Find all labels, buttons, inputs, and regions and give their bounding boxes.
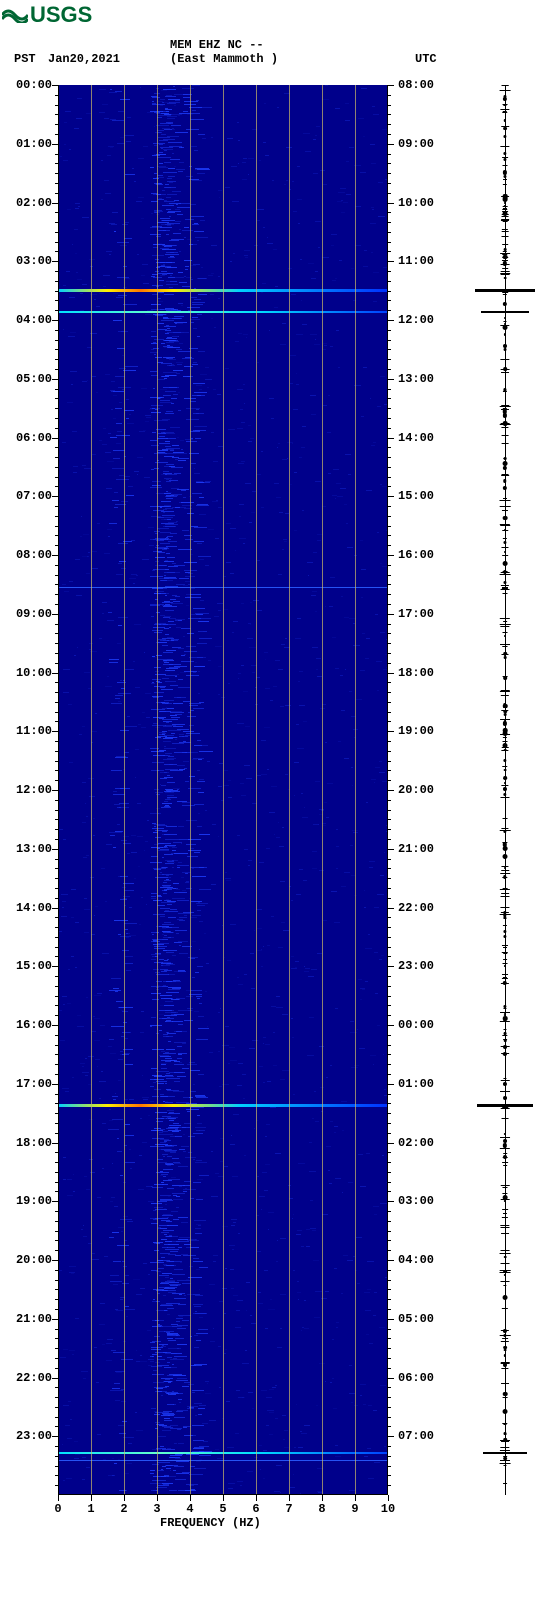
right-time-label: 04:00 <box>398 1253 434 1267</box>
x-tick-label: 9 <box>351 1502 358 1516</box>
page: USGS PST Jan20,2021 MEM EHZ NC -- (East … <box>0 0 552 1613</box>
left-time-label: 02:00 <box>6 196 52 210</box>
amplitude-strip <box>470 85 540 1495</box>
grid-line <box>157 85 158 1495</box>
spectrogram-bg <box>58 85 388 1495</box>
grid-line <box>58 85 59 1495</box>
grid-line <box>355 85 356 1495</box>
left-time-label: 01:00 <box>6 137 52 151</box>
right-time-label: 15:00 <box>398 489 434 503</box>
station-line2: (East Mammoth ) <box>170 52 278 66</box>
left-time-label: 21:00 <box>6 1312 52 1326</box>
x-axis-label: FREQUENCY (HZ) <box>160 1516 261 1530</box>
right-time-label: 02:00 <box>398 1136 434 1150</box>
x-tick-label: 10 <box>381 1502 395 1516</box>
x-tick-label: 3 <box>153 1502 160 1516</box>
wave-icon <box>2 9 28 23</box>
left-time-label: 03:00 <box>6 254 52 268</box>
right-time-label: 13:00 <box>398 372 434 386</box>
usgs-logo: USGS <box>2 2 92 28</box>
right-time-label: 01:00 <box>398 1077 434 1091</box>
x-tick-label: 4 <box>186 1502 193 1516</box>
x-tick-label: 8 <box>318 1502 325 1516</box>
grid-line <box>124 85 125 1495</box>
grid-line <box>190 85 191 1495</box>
x-tick-label: 7 <box>285 1502 292 1516</box>
right-time-label: 10:00 <box>398 196 434 210</box>
right-time-label: 06:00 <box>398 1371 434 1385</box>
left-time-label: 20:00 <box>6 1253 52 1267</box>
left-time-label: 15:00 <box>6 959 52 973</box>
right-time-label: 07:00 <box>398 1429 434 1443</box>
grid-line <box>223 85 224 1495</box>
grid-line <box>289 85 290 1495</box>
station-line1: MEM EHZ NC -- <box>170 38 264 52</box>
left-time-label: 16:00 <box>6 1018 52 1032</box>
amplitude-spike <box>481 311 529 313</box>
x-tick-label: 5 <box>219 1502 226 1516</box>
x-tick-label: 0 <box>54 1502 61 1516</box>
left-time-label: 06:00 <box>6 431 52 445</box>
tz-right-label: UTC <box>415 52 437 66</box>
left-time-label: 18:00 <box>6 1136 52 1150</box>
spectrogram <box>58 85 388 1495</box>
right-time-label: 11:00 <box>398 254 434 268</box>
grid-line <box>91 85 92 1495</box>
right-time-label: 03:00 <box>398 1194 434 1208</box>
left-time-label: 23:00 <box>6 1429 52 1443</box>
right-time-label: 16:00 <box>398 548 434 562</box>
left-time-label: 12:00 <box>6 783 52 797</box>
right-time-label: 19:00 <box>398 724 434 738</box>
right-time-label: 12:00 <box>398 313 434 327</box>
grid-line <box>322 85 323 1495</box>
left-time-label: 11:00 <box>6 724 52 738</box>
left-time-label: 04:00 <box>6 313 52 327</box>
left-time-label: 19:00 <box>6 1194 52 1208</box>
right-time-label: 22:00 <box>398 901 434 915</box>
right-time-label: 08:00 <box>398 78 434 92</box>
left-time-label: 13:00 <box>6 842 52 856</box>
right-time-label: 09:00 <box>398 137 434 151</box>
grid-line <box>256 85 257 1495</box>
left-time-label: 07:00 <box>6 489 52 503</box>
right-time-label: 17:00 <box>398 607 434 621</box>
right-time-label: 14:00 <box>398 431 434 445</box>
right-time-label: 05:00 <box>398 1312 434 1326</box>
left-time-label: 05:00 <box>6 372 52 386</box>
left-time-label: 17:00 <box>6 1077 52 1091</box>
x-tick-label: 1 <box>87 1502 94 1516</box>
left-time-label: 22:00 <box>6 1371 52 1385</box>
right-time-label: 20:00 <box>398 783 434 797</box>
left-time-label: 10:00 <box>6 666 52 680</box>
date-label: Jan20,2021 <box>48 52 120 66</box>
x-tick-label: 2 <box>120 1502 127 1516</box>
right-time-label: 00:00 <box>398 1018 434 1032</box>
usgs-text: USGS <box>30 2 92 27</box>
left-time-label: 08:00 <box>6 548 52 562</box>
left-time-label: 09:00 <box>6 607 52 621</box>
left-time-label: 14:00 <box>6 901 52 915</box>
x-tick-label: 6 <box>252 1502 259 1516</box>
right-time-label: 23:00 <box>398 959 434 973</box>
right-time-label: 18:00 <box>398 666 434 680</box>
left-time-label: 00:00 <box>6 78 52 92</box>
tz-left-label: PST <box>14 52 36 66</box>
right-time-label: 21:00 <box>398 842 434 856</box>
amplitude-spike <box>483 1452 527 1454</box>
